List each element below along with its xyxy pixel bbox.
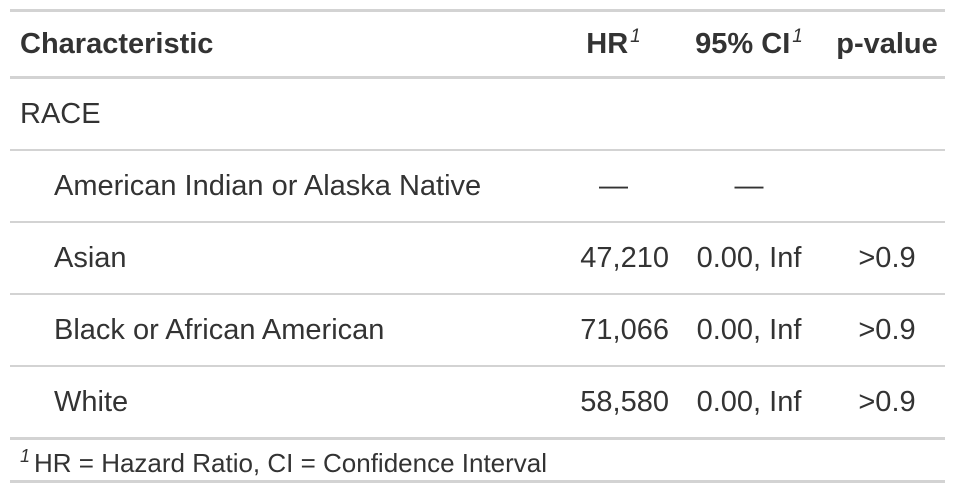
table-row: Asian 47,210 0.00, Inf >0.9 [10, 222, 945, 295]
row-label: American Indian or Alaska Native [10, 150, 558, 223]
pvalue-cell [829, 150, 945, 223]
pvalue-cell: >0.9 [829, 222, 945, 295]
pvalue-cell: >0.9 [829, 294, 945, 367]
group-label: RACE [10, 77, 558, 151]
hr-cell: — [558, 150, 669, 223]
header-characteristic: Characteristic [10, 10, 558, 79]
footnote-marker: 1 [792, 25, 803, 47]
ci-cell: 0.00, Inf [669, 294, 829, 367]
table-row: Black or African American 71,066 0.00, I… [10, 294, 945, 367]
hr-cell: 58,580 [558, 366, 669, 440]
footnote-text: HR = Hazard Ratio, CI = Confidence Inter… [34, 448, 548, 478]
row-label: Black or African American [10, 294, 558, 367]
pvalue-cell: >0.9 [829, 366, 945, 440]
ci-cell: 0.00, Inf [669, 366, 829, 440]
table-row: American Indian or Alaska Native — — [10, 150, 945, 223]
header-pvalue: p-value [829, 10, 945, 79]
regression-table: Characteristic HR 1 95% CI 1 p-value RACE … [10, 9, 945, 440]
footnote-marker: 1 [630, 25, 641, 47]
header-ci: 95% CI 1 [669, 10, 829, 79]
table-row: White 58,580 0.00, Inf >0.9 [10, 366, 945, 440]
group-row: RACE [10, 77, 945, 151]
table-footnote: 1 HR = Hazard Ratio, CI = Confidence Inte… [10, 440, 945, 483]
ci-cell: — [669, 150, 829, 223]
header-row: Characteristic HR 1 95% CI 1 p-value [10, 10, 945, 79]
regression-table-container: Characteristic HR 1 95% CI 1 p-value RACE … [10, 9, 945, 483]
row-label: Asian [10, 222, 558, 295]
hr-cell: 71,066 [558, 294, 669, 367]
header-hr: HR 1 [558, 10, 669, 79]
ci-cell: 0.00, Inf [669, 222, 829, 295]
footnote-marker: 1 [20, 446, 31, 466]
row-label: White [10, 366, 558, 440]
hr-cell: 47,210 [558, 222, 669, 295]
